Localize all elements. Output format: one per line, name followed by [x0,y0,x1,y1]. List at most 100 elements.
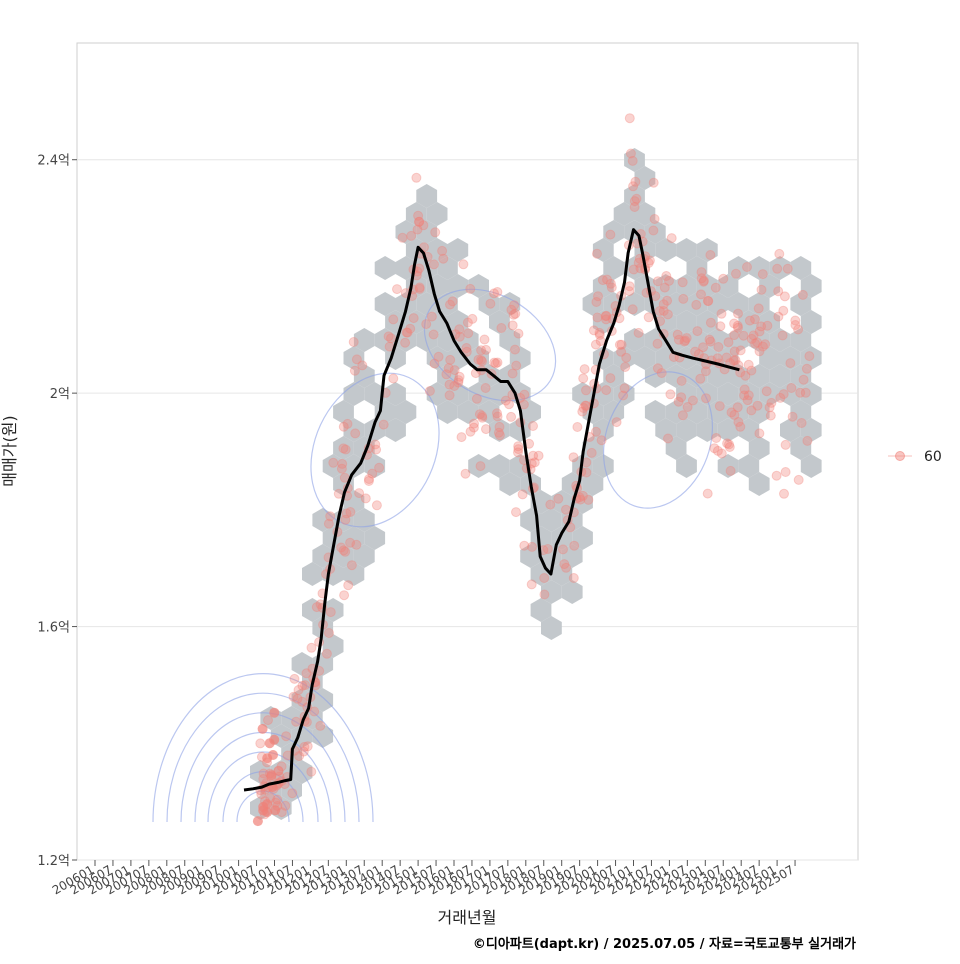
hexbin [343,346,365,370]
transaction-point [733,308,743,319]
transaction-point [793,324,804,335]
hexbin [800,454,822,478]
transaction-point [461,343,472,353]
transaction-point [397,232,408,243]
transaction-point [577,406,588,417]
hexbin [592,238,614,262]
transaction-point [773,311,784,322]
transaction-point [453,375,464,386]
transaction-point [716,308,727,319]
transaction-point [754,326,765,337]
transaction-point [735,421,746,432]
hexbin [416,220,438,244]
transaction-point [489,288,499,299]
transaction-point [468,422,479,433]
transaction-point [601,314,612,325]
transaction-point [790,320,801,330]
transaction-point [713,342,724,352]
transaction-point [704,334,715,345]
transaction-point [433,351,444,362]
transaction-point [270,805,281,816]
transaction-point [506,411,517,422]
hexbin [790,328,812,352]
transaction-point [338,421,349,432]
transaction-point [511,360,522,371]
hexbin [696,274,718,298]
hexbin [665,328,687,352]
transaction-point [529,457,540,468]
transaction-point [691,299,702,310]
transaction-point [620,362,631,372]
transaction-point [752,337,763,348]
y-axis-title: 매매가(원) [0,415,19,486]
hexbin [333,400,354,424]
transaction-point [386,333,396,344]
transaction-point [739,390,750,401]
transaction-point [601,385,612,396]
transaction-point [801,363,812,374]
transaction-point [648,177,659,188]
transaction-point [621,352,632,363]
transaction-point [568,573,579,583]
hexbin [302,562,323,586]
transaction-point [306,642,317,653]
transaction-point [426,311,437,322]
transaction-point [309,706,320,717]
hexbin [676,346,697,370]
transaction-point [324,628,334,638]
transaction-point [297,696,308,707]
transaction-point [418,220,429,231]
hexbin [322,634,344,658]
transaction-point [728,355,739,366]
transaction-point [252,816,263,827]
transaction-point [779,291,790,302]
transaction-point [463,328,474,339]
transaction-point [287,788,298,799]
transaction-point [490,358,501,369]
transaction-point [673,396,684,407]
transaction-point [480,383,491,393]
hexbin [748,256,770,280]
transaction-point [262,807,273,818]
transaction-point [323,518,334,529]
transaction-point [400,337,411,348]
transaction-point [338,443,349,454]
transaction-point [733,322,743,333]
transaction-point [775,392,786,403]
hexbin [374,256,396,280]
hexbin [322,598,344,622]
transaction-point [722,438,733,449]
transaction-point [297,680,308,691]
hexbin [405,310,427,334]
transaction-point [616,346,627,357]
transaction-point [624,286,635,297]
transaction-point [289,673,300,684]
transaction-point [761,386,772,397]
hexbin [572,490,593,514]
hexbin [738,382,760,406]
hexbin [707,328,728,352]
transaction-point [298,746,309,757]
transaction-point [438,253,449,264]
transaction-point [378,419,389,430]
transaction-point [269,734,280,745]
transaction-point [350,428,361,439]
transaction-point [413,210,424,221]
transaction-point [513,447,523,458]
transaction-point [774,248,785,259]
hexbin [353,544,375,568]
transaction-point [742,395,753,406]
transaction-point [687,395,698,406]
transaction-point [462,317,473,328]
hexbin [748,328,770,352]
transaction-point [711,433,722,443]
transaction-point [729,346,740,357]
transaction-point [744,315,755,326]
hexbin [717,274,739,298]
transaction-point [732,320,743,331]
transaction-point [709,443,720,454]
hexbin [312,724,334,748]
transaction-point [757,341,768,352]
transaction-point [511,507,521,518]
transaction-point [793,474,804,485]
